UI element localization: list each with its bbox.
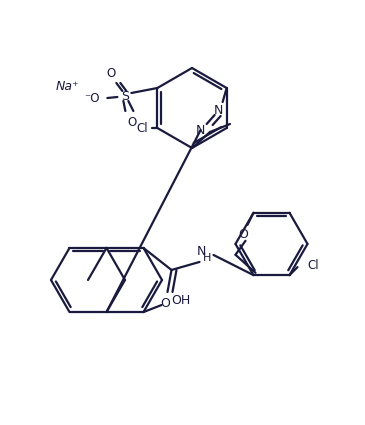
Text: O: O [239, 228, 249, 241]
Text: N: N [197, 246, 206, 258]
Text: O: O [107, 66, 116, 79]
Text: Cl: Cl [307, 259, 319, 272]
Text: O: O [161, 298, 170, 310]
Text: Cl: Cl [137, 122, 148, 134]
Text: OH: OH [172, 294, 191, 306]
Text: H: H [203, 253, 212, 263]
Text: S: S [121, 90, 129, 102]
Text: N: N [196, 124, 205, 136]
Text: N: N [214, 104, 223, 116]
Text: Na⁺: Na⁺ [55, 79, 79, 93]
Text: O: O [128, 116, 137, 128]
Text: ⁻O: ⁻O [85, 91, 100, 105]
